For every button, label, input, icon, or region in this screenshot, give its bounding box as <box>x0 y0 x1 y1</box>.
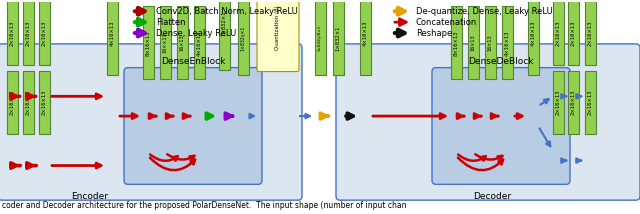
Bar <box>502 6 513 79</box>
Bar <box>38 1 49 65</box>
Bar <box>568 1 579 65</box>
Text: 1×832γ×1: 1×832γ×1 <box>241 25 246 51</box>
Bar <box>584 71 595 134</box>
Text: 2×16×13: 2×16×13 <box>556 89 561 115</box>
Text: Flatten: Flatten <box>156 18 186 27</box>
Bar <box>6 71 17 134</box>
Bar <box>193 6 205 79</box>
Text: De-quantize, Dense, Leaky ReLU: De-quantize, Dense, Leaky ReLU <box>416 7 553 16</box>
Text: 2×16×13: 2×16×13 <box>42 20 47 46</box>
Text: Quantization (β): Quantization (β) <box>275 6 280 51</box>
Text: 4×16×13: 4×16×13 <box>504 30 509 56</box>
Text: 8×16×13: 8×16×13 <box>145 30 150 56</box>
Text: 4×16×13: 4×16×13 <box>196 30 202 56</box>
Bar <box>106 0 118 74</box>
Text: 16×13: 16×13 <box>179 35 184 51</box>
Bar <box>527 0 538 74</box>
Bar <box>22 1 33 65</box>
Text: 8×16×13: 8×16×13 <box>454 30 458 56</box>
Text: Decoder: Decoder <box>473 192 511 201</box>
Text: 2×16×13: 2×16×13 <box>570 20 575 46</box>
Text: 16×13: 16×13 <box>470 35 476 51</box>
Text: 2×16×13: 2×16×13 <box>588 89 593 115</box>
Text: 2×16×13: 2×16×13 <box>26 89 31 115</box>
Bar <box>467 6 479 79</box>
Text: Conv2D, Batch Norm, Leaky ReLU: Conv2D, Batch Norm, Leaky ReLU <box>156 7 298 16</box>
FancyBboxPatch shape <box>0 44 302 200</box>
Text: 4×16×13: 4×16×13 <box>362 20 367 46</box>
Bar <box>451 6 461 79</box>
Bar <box>568 71 579 134</box>
Bar <box>360 0 371 74</box>
Text: 4×16×13: 4×16×13 <box>109 20 115 46</box>
Text: 2×16×13: 2×16×13 <box>42 89 47 115</box>
Text: Dense, Leaky ReLU: Dense, Leaky ReLU <box>156 28 236 37</box>
Text: 1×832γ/8×1: 1×832γ/8×1 <box>318 25 322 51</box>
Text: Encoder: Encoder <box>72 192 109 201</box>
Text: DenseDeBlock: DenseDeBlock <box>468 57 534 66</box>
Text: 16×13: 16×13 <box>488 35 493 51</box>
Text: coder and Decoder architecture for the proposed PolarDenseNet.  The input shape : coder and Decoder architecture for the p… <box>2 201 406 210</box>
Bar <box>218 0 230 70</box>
Text: 2×16×13: 2×16×13 <box>588 20 593 46</box>
Text: 2×16×13: 2×16×13 <box>570 89 575 115</box>
Text: DenseEnBlock: DenseEnBlock <box>161 57 225 66</box>
Bar <box>22 71 33 134</box>
Bar <box>484 6 495 79</box>
Bar <box>552 1 563 65</box>
FancyBboxPatch shape <box>432 68 570 184</box>
Text: 1×832×1: 1×832×1 <box>335 25 340 51</box>
FancyBboxPatch shape <box>257 0 299 72</box>
Text: 16××13: 16××13 <box>163 33 168 53</box>
FancyBboxPatch shape <box>336 44 640 200</box>
Bar <box>159 6 170 79</box>
Bar <box>143 6 154 79</box>
Bar <box>584 1 595 65</box>
Bar <box>177 6 188 79</box>
Text: Concatenation: Concatenation <box>416 18 477 27</box>
FancyBboxPatch shape <box>124 68 262 184</box>
Text: 2×16×13: 2×16×13 <box>556 20 561 46</box>
Text: Reshape: Reshape <box>416 28 452 37</box>
Text: 2×16×13: 2×16×13 <box>10 20 15 46</box>
Text: 1×832×1: 1×832×1 <box>221 10 227 36</box>
Bar <box>333 1 344 74</box>
Text: 4×16×13: 4×16×13 <box>531 20 536 46</box>
Bar <box>38 71 49 134</box>
Text: 2×16×13: 2×16×13 <box>26 20 31 46</box>
Bar <box>6 1 17 65</box>
Bar <box>237 1 248 74</box>
Bar <box>314 1 326 74</box>
Text: 2×16×13: 2×16×13 <box>10 89 15 115</box>
Bar <box>552 71 563 134</box>
